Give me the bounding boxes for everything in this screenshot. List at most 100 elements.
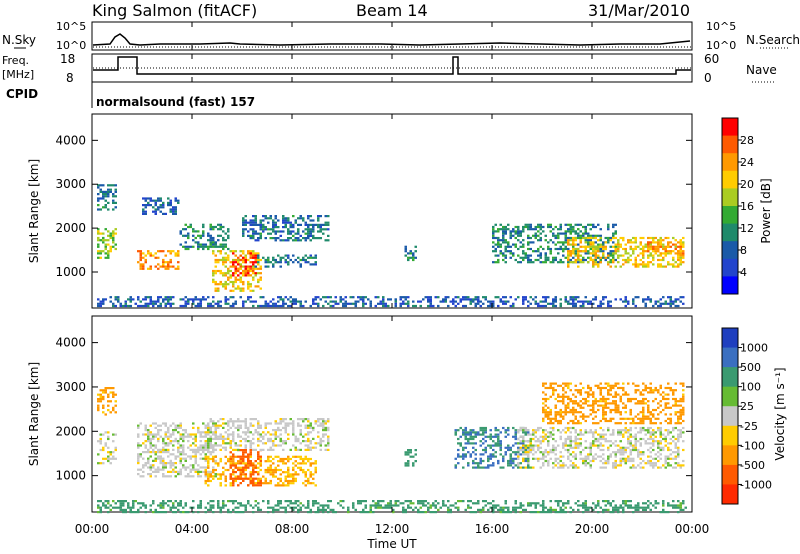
data-cell [209, 302, 212, 305]
data-cell [284, 484, 287, 487]
data-cell [162, 437, 165, 440]
data-cell [394, 300, 397, 303]
data-cell [162, 506, 165, 509]
data-cell [632, 459, 635, 463]
data-cell [234, 265, 237, 268]
data-cell [617, 247, 620, 251]
data-cell [607, 236, 610, 240]
data-cell [619, 397, 622, 401]
data-cell [249, 223, 252, 226]
data-cell [279, 265, 282, 268]
data-cell [242, 217, 245, 220]
data-cell [102, 398, 105, 401]
data-cell [519, 261, 522, 264]
data-cell [447, 508, 450, 511]
data-cell [247, 500, 250, 503]
data-cell [462, 500, 465, 503]
data-cell [637, 265, 640, 268]
data-cell [667, 263, 670, 266]
data-cell [144, 199, 147, 202]
data-cell [517, 234, 520, 237]
data-cell [229, 473, 232, 476]
data-cell [237, 444, 240, 447]
data-cell [237, 426, 240, 429]
data-cell [482, 448, 485, 452]
data-cell [622, 236, 625, 240]
data-cell [232, 502, 235, 505]
data-cell [174, 252, 177, 255]
data-cell [594, 296, 597, 299]
data-cell [609, 384, 612, 387]
data-cell [567, 241, 570, 244]
data-cell [642, 408, 645, 412]
data-cell [99, 239, 102, 242]
data-cell [629, 245, 632, 248]
data-cell [554, 236, 557, 240]
data-cell [527, 431, 530, 434]
data-cell [587, 245, 590, 248]
data-cell [587, 400, 590, 403]
data-cell [672, 397, 675, 401]
data-cell [137, 426, 140, 429]
data-cell [642, 413, 645, 416]
data-cell [162, 206, 165, 209]
data-cell [609, 300, 612, 303]
data-cell [307, 228, 310, 231]
data-cell [627, 400, 630, 403]
data-cell [677, 411, 680, 414]
data-cell [572, 225, 575, 229]
data-cell [544, 415, 547, 418]
data-cell [614, 247, 617, 251]
data-cell [484, 426, 487, 430]
data-cell [144, 258, 147, 262]
data-cell [667, 457, 670, 460]
data-cell [634, 241, 637, 244]
data-cell [602, 444, 605, 447]
data-cell [139, 422, 142, 425]
data-cell [682, 419, 685, 423]
data-cell [574, 444, 577, 447]
data-cell [197, 429, 200, 432]
data-cell [324, 239, 327, 242]
data-cell [479, 433, 482, 436]
data-cell [647, 442, 650, 445]
data-cell [602, 406, 605, 409]
data-cell [207, 239, 210, 242]
data-cell [629, 435, 632, 438]
data-cell [312, 429, 315, 432]
data-cell [292, 424, 295, 427]
data-cell [589, 408, 592, 412]
data-cell [587, 395, 590, 398]
data-cell [204, 471, 207, 474]
data-cell [399, 296, 402, 299]
data-cell [479, 444, 482, 447]
data-cell [542, 411, 545, 414]
data-cell [599, 466, 602, 469]
data-cell [674, 411, 677, 414]
data-cell [242, 468, 245, 471]
data-cell [127, 298, 130, 301]
data-cell [309, 215, 312, 218]
data-cell [182, 448, 185, 451]
data-cell [179, 304, 182, 308]
data-cell [429, 298, 432, 301]
data-cell [549, 223, 552, 226]
data-cell [539, 300, 542, 303]
data-cell [219, 243, 222, 246]
data-cell [582, 417, 585, 420]
data-cell [639, 258, 642, 262]
data-cell [177, 199, 180, 202]
data-cell [227, 276, 230, 279]
data-cell [187, 466, 190, 469]
data-cell [249, 462, 252, 465]
data-cell [632, 263, 635, 266]
data-cell [617, 431, 620, 434]
data-cell [209, 245, 212, 248]
data-cell [222, 471, 225, 474]
data-cell [292, 234, 295, 237]
data-cell [312, 300, 315, 303]
data-cell [609, 455, 612, 458]
data-cell [604, 397, 607, 401]
data-cell [599, 397, 602, 401]
data-cell [509, 304, 512, 308]
